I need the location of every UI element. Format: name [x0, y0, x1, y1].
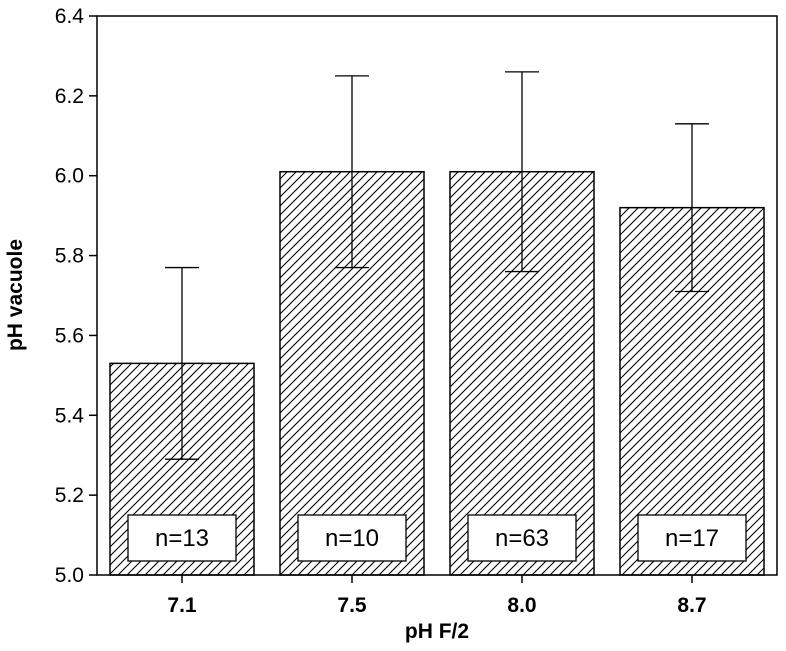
y-tick-label-5.6: 5.6 — [55, 324, 84, 347]
x-tick-label-8.7: 8.7 — [677, 594, 706, 617]
y-tick-label-5.4: 5.4 — [55, 404, 85, 427]
x-tick-label-7.1: 7.1 — [167, 594, 197, 617]
sample-size-label-8.0: n=63 — [495, 525, 549, 552]
plot-frame — [96, 15, 778, 576]
sample-size-box-8.0 — [467, 514, 577, 562]
x-tick-label-7.5: 7.5 — [337, 594, 367, 617]
sample-size-box-7.5 — [297, 514, 407, 562]
y-tick-label-5.0: 5.0 — [55, 564, 84, 587]
sample-size-label-8.7: n=17 — [665, 525, 719, 552]
y-tick-label-5.2: 5.2 — [55, 484, 84, 507]
y-tick-label-6.0: 6.0 — [55, 165, 84, 188]
sample-size-box-8.7 — [637, 514, 747, 562]
y-tick-label-6.4: 6.4 — [55, 5, 85, 28]
y-tick-label-6.2: 6.2 — [55, 85, 84, 108]
x-tick-label-8.0: 8.0 — [507, 594, 536, 617]
sample-size-label-7.1: n=13 — [155, 525, 209, 552]
sample-size-box-7.1 — [127, 514, 237, 562]
y-axis-title: pH vacuole — [4, 239, 27, 351]
sample-size-label-7.5: n=10 — [325, 525, 379, 552]
y-tick-label-5.8: 5.8 — [55, 245, 84, 268]
x-axis-title: pH F/2 — [405, 620, 469, 643]
